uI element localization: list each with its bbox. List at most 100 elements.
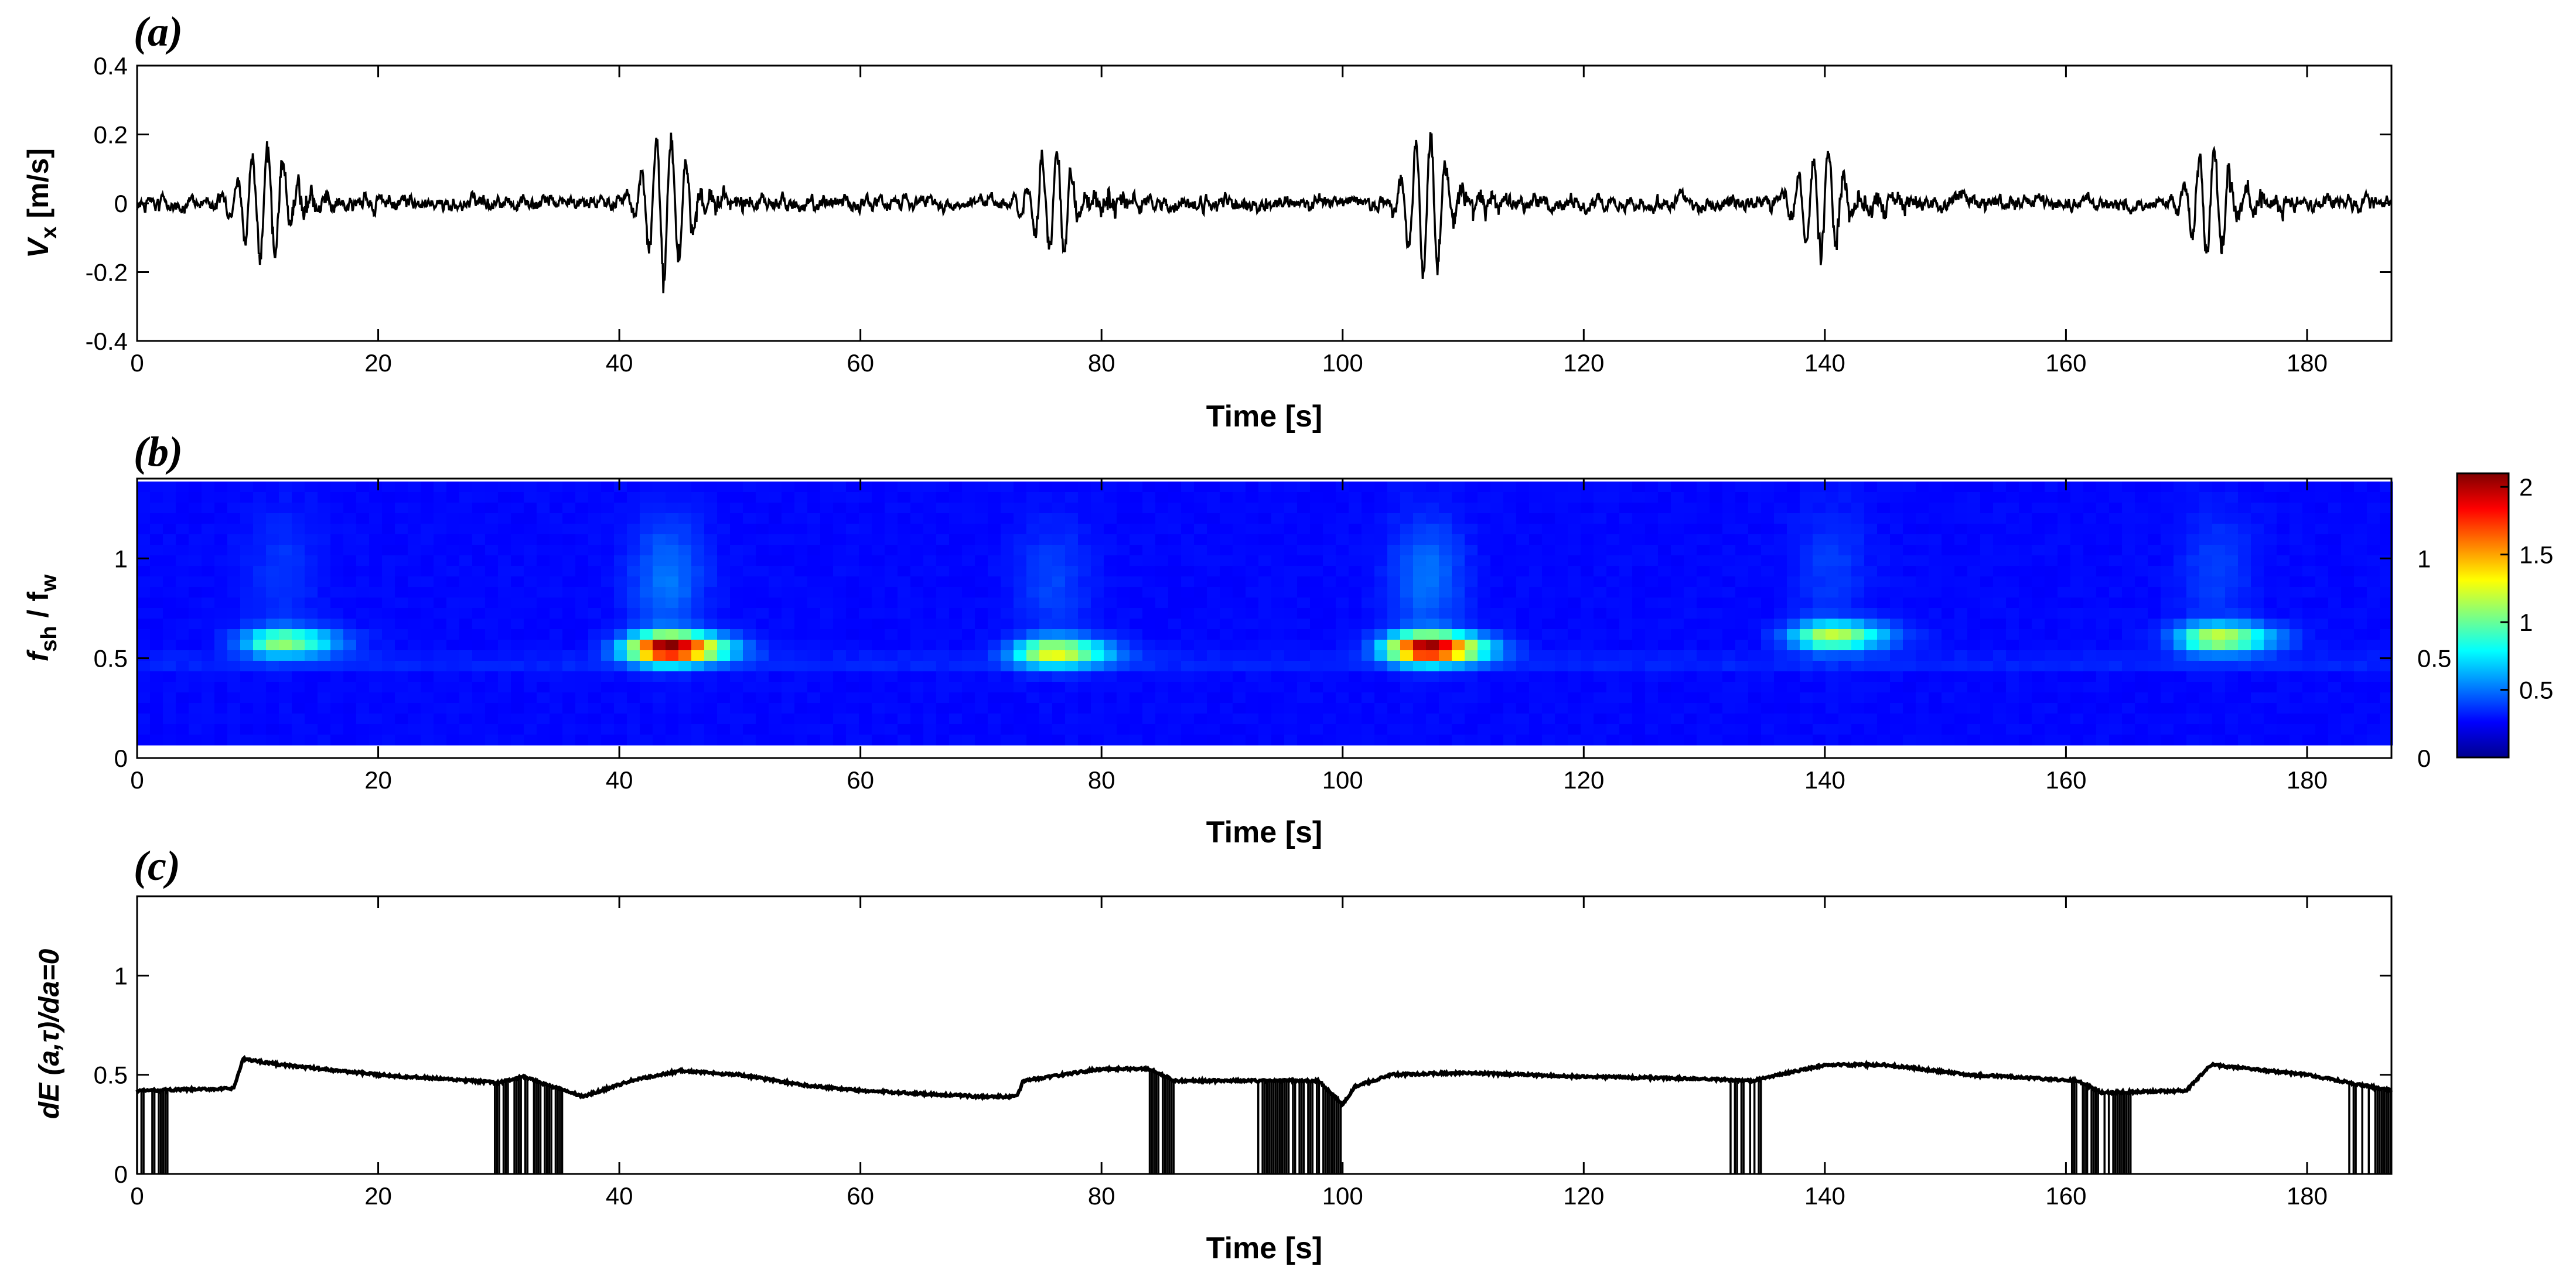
heatmap-cell	[1826, 482, 1839, 493]
heatmap-cell	[1310, 513, 1323, 524]
heatmap-cell	[1529, 714, 1543, 725]
heatmap-cell	[2290, 598, 2303, 609]
heatmap-cell	[1516, 661, 1530, 672]
heatmap-cell	[1400, 587, 1414, 598]
heatmap-cell	[1890, 650, 1903, 661]
heatmap-cell	[2032, 534, 2045, 545]
heatmap-cell	[1606, 714, 1620, 725]
heatmap-cell	[1310, 671, 1323, 682]
heatmap-cell	[1026, 619, 1040, 630]
heatmap-cell	[395, 682, 408, 693]
heatmap-cell	[2083, 640, 2097, 651]
heatmap-cell	[820, 587, 834, 598]
heatmap-cell	[1142, 619, 1156, 630]
heatmap-cell	[472, 598, 486, 609]
heatmap-cell	[1851, 566, 1865, 577]
heatmap-cell	[1181, 513, 1195, 524]
heatmap-cell	[1001, 524, 1014, 535]
heatmap-cell	[575, 566, 589, 577]
heatmap-cell	[434, 555, 447, 566]
heatmap-cell	[537, 619, 550, 630]
heatmap-cell	[807, 566, 821, 577]
heatmap-cell	[1826, 598, 1839, 609]
heatmap-cell	[292, 524, 305, 535]
heatmap-cell	[227, 545, 241, 556]
heatmap-cell	[1362, 703, 1375, 714]
heatmap-cell	[2251, 555, 2264, 566]
heatmap-cell	[1465, 576, 1478, 588]
heatmap-cell	[1942, 534, 1955, 545]
heatmap-cell	[1581, 566, 1594, 577]
heatmap-cell	[910, 619, 924, 630]
heatmap-cell	[227, 598, 241, 609]
heatmap-cell	[1465, 735, 1478, 746]
heatmap-cell	[872, 671, 885, 682]
heatmap-cell	[2045, 735, 2058, 746]
heatmap-cell	[2341, 724, 2355, 735]
heatmap-cell	[1362, 735, 1375, 746]
heatmap-cell	[910, 671, 924, 682]
heatmap-cell	[292, 598, 305, 609]
heatmap-cell	[356, 650, 370, 661]
heatmap-cell	[485, 703, 499, 714]
heatmap-cell	[2083, 492, 2097, 503]
heatmap-cell	[1671, 703, 1684, 714]
heatmap-cell	[202, 513, 215, 524]
heatmap-cell	[666, 608, 679, 619]
heatmap-cell	[2006, 714, 2019, 725]
heatmap-cell	[2264, 608, 2277, 619]
heatmap-cell	[1400, 524, 1414, 535]
heatmap-cell	[1104, 482, 1117, 493]
heatmap-cell	[356, 671, 370, 682]
heatmap-cell	[163, 503, 176, 514]
heatmap-cell	[1349, 492, 1362, 503]
heatmap-cell	[1671, 714, 1684, 725]
heatmap-cell	[202, 661, 215, 672]
heatmap-cell	[1413, 482, 1427, 493]
heatmap-cell	[2006, 587, 2019, 598]
heatmap-cell	[1181, 682, 1195, 693]
heatmap-cell	[1271, 545, 1285, 556]
heatmap-cell	[2225, 692, 2239, 704]
heatmap-cell	[1362, 492, 1375, 503]
heatmap-cell	[1310, 503, 1323, 514]
heatmap-cell	[859, 661, 872, 672]
heatmap-cell	[214, 692, 228, 704]
heatmap-cell	[1671, 640, 1684, 651]
heatmap-cell	[1722, 682, 1736, 693]
heatmap-cell	[537, 524, 550, 535]
heatmap-cell	[1684, 513, 1697, 524]
heatmap-cell	[2070, 555, 2084, 566]
heatmap-cell	[1130, 714, 1143, 725]
heatmap-cell	[562, 513, 576, 524]
heatmap-cell	[1374, 566, 1388, 577]
heatmap-cell	[910, 661, 924, 672]
heatmap-cell	[511, 503, 524, 514]
heatmap-cell	[910, 524, 924, 535]
heatmap-cell	[743, 608, 756, 619]
heatmap-cell	[1877, 692, 1891, 704]
heatmap-cell	[846, 629, 859, 640]
heatmap-cell	[1774, 513, 1787, 524]
heatmap-cell	[1980, 682, 1994, 693]
heatmap-cell	[1091, 587, 1104, 598]
heatmap-cell	[730, 650, 743, 661]
heatmap-cell	[1362, 524, 1375, 535]
heatmap-cell	[1465, 724, 1478, 735]
heatmap-cell	[1993, 724, 2007, 735]
heatmap-cell	[1336, 503, 1349, 514]
heatmap-cell	[2019, 703, 2032, 714]
heatmap-cell	[550, 650, 563, 661]
heatmap-cell	[1246, 629, 1259, 640]
heatmap-cell	[807, 724, 821, 735]
heatmap-cell	[1967, 671, 1981, 682]
heatmap-cell	[2096, 629, 2110, 640]
heatmap-cell	[988, 513, 1001, 524]
heatmap-cell	[459, 724, 473, 735]
heatmap-cell	[756, 629, 769, 640]
heatmap-cell	[305, 671, 318, 682]
heatmap-cell	[2251, 598, 2264, 609]
heatmap-cell	[1684, 714, 1697, 725]
heatmap-cell	[550, 545, 563, 556]
heatmap-cell	[1078, 598, 1091, 609]
